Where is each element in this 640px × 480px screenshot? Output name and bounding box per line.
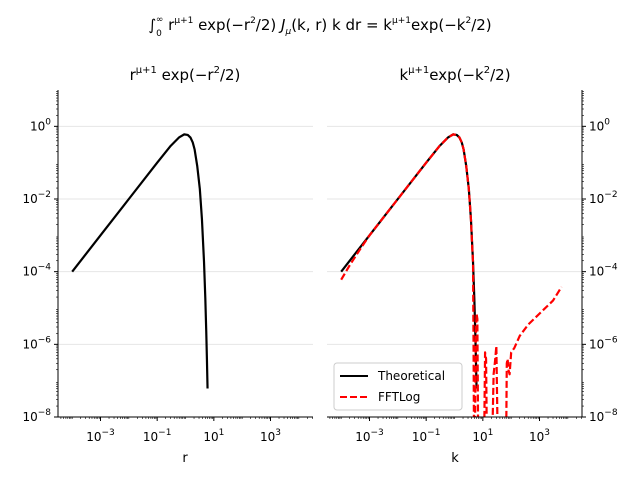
- left-chart-y-tick-label: 10−4: [22, 263, 51, 279]
- left-chart-x-tick-label: 101: [203, 428, 224, 444]
- left-chart-y-tick-label: 10−2: [22, 190, 51, 206]
- right-chart-y-tick-label: 100: [589, 117, 610, 133]
- right-chart-y-tick-label: 10−2: [589, 190, 618, 206]
- right-chart-y-tick-label: 10−8: [589, 408, 618, 424]
- left-chart-series-line: [71, 133, 209, 389]
- left-chart-x-tick-label: 10−1: [143, 428, 172, 444]
- right-chart-x-axis-label: k: [451, 451, 459, 466]
- left-chart-y-tick-label: 10−6: [22, 335, 51, 351]
- legend-frame: [333, 362, 463, 411]
- right-chart-x-tick-label: 10−1: [412, 428, 441, 444]
- right-chart-title: kμ+1exp(−k2/2): [399, 65, 510, 84]
- left-chart-y-tick-label: 10−8: [22, 408, 51, 424]
- right-chart-series-fftlog: [340, 133, 563, 417]
- right-chart-x-tick-label: 101: [472, 428, 493, 444]
- legend-label-theoretical: Theoretical: [377, 369, 445, 383]
- right-chart-series-theoretical: [340, 133, 478, 389]
- left-chart-axes: 10−8 10−6 10−4 10−2 100 10−3 10−1 101 103: [22, 90, 313, 444]
- left-chart-plot-area: [71, 133, 209, 389]
- left-chart-y-tick-label: 100: [30, 117, 51, 133]
- right-chart-y-tick-label: 10−6: [589, 335, 618, 351]
- right-chart-x-tick-label: 103: [529, 428, 550, 444]
- figure-suptitle: ∫0∞ rμ+1 exp(−r2/2) Jμ(k, r) k dr = kμ+1…: [148, 15, 491, 39]
- left-chart-gridlines: [58, 125, 313, 418]
- right-chart-y-tick-label: 10−4: [589, 263, 618, 279]
- left-chart-title: rμ+1 exp(−r2/2): [130, 65, 241, 84]
- legend-label-fftlog: FFTLog: [378, 390, 420, 404]
- left-chart-x-tick-label: 103: [260, 428, 281, 444]
- left-chart-x-axis-label: r: [182, 451, 188, 466]
- right-chart-plot-area: [340, 133, 563, 417]
- right-chart-x-tick-label: 10−3: [355, 428, 384, 444]
- chart-legend: Theoretical FFTLog: [333, 362, 463, 411]
- right-chart-axes: 10−8 10−6 10−4 10−2 100 10−3 10−1 101 103: [327, 90, 618, 444]
- left-chart-x-tick-label: 10−3: [86, 428, 115, 444]
